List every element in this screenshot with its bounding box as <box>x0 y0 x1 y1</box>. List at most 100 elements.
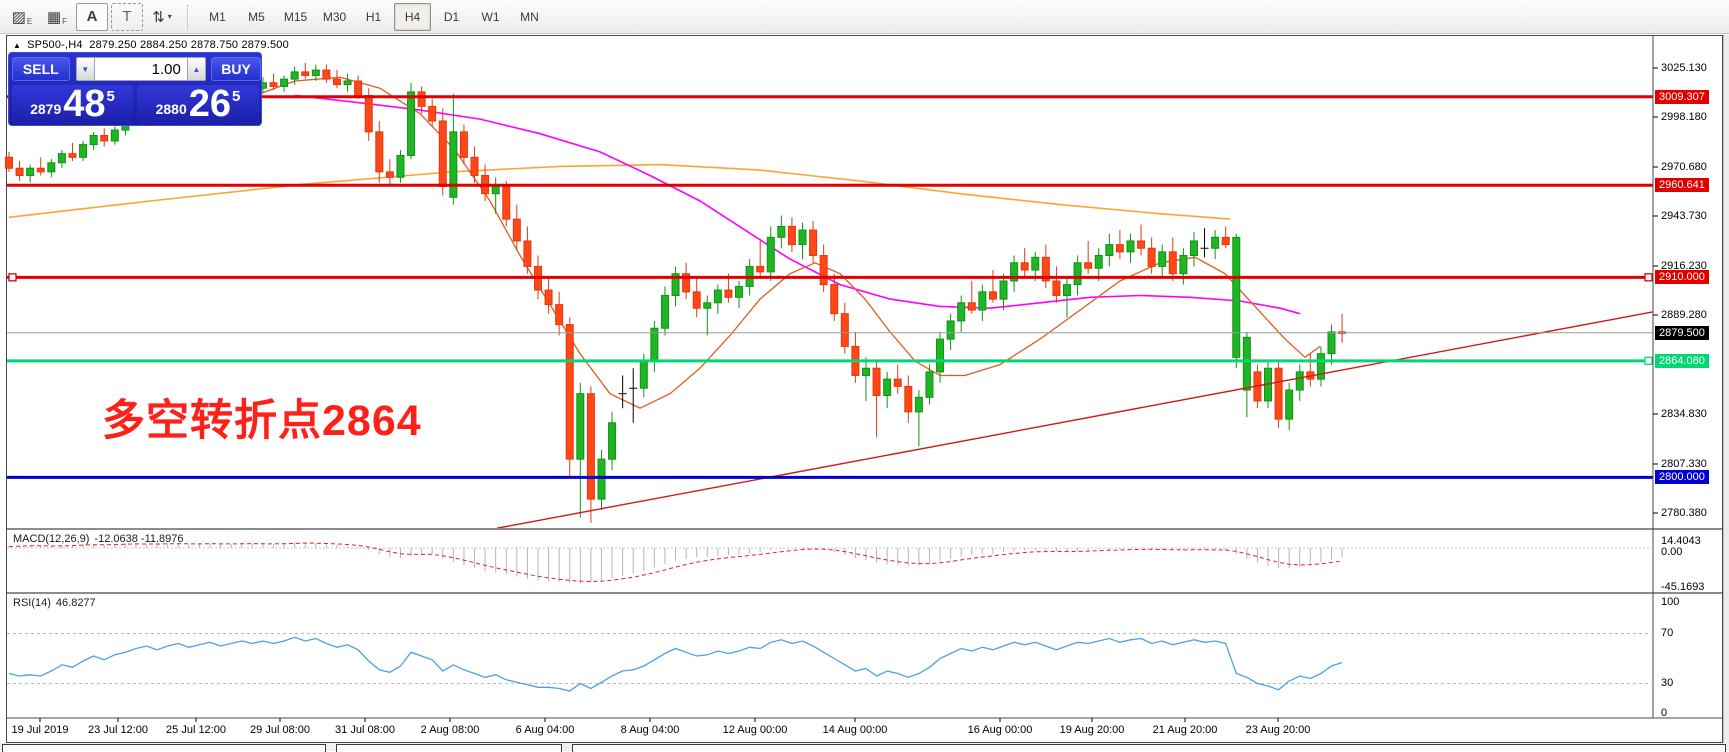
timeframe-button-mn[interactable]: MN <box>520 9 539 24</box>
candle-body <box>586 393 595 500</box>
timeframe-button-m1[interactable]: M1 <box>209 9 226 24</box>
candle-body <box>660 295 669 329</box>
candle-body <box>354 80 363 97</box>
line-handle[interactable] <box>1644 356 1653 365</box>
data-window-icon[interactable]: ▦ F <box>46 8 68 26</box>
time-axis-label[interactable]: 14 Aug 00:00 <box>822 724 888 736</box>
candle-body <box>787 225 796 246</box>
symbol-ohlc-values: 2879.250 2884.250 2878.750 2879.500 <box>89 39 289 51</box>
candle-body <box>809 229 818 257</box>
sell-button[interactable]: SELL <box>12 57 70 81</box>
bottom-window-strip <box>0 743 1729 752</box>
expert-advisors-icon[interactable]: ▨ E <box>11 8 33 26</box>
timeframe-button-m5[interactable]: M5 <box>248 9 265 24</box>
sell-price-sup: 5 <box>106 88 115 105</box>
time-axis-label[interactable]: 12 Aug 00:00 <box>722 724 788 736</box>
price-axis-tick: 2807.330 <box>1661 458 1707 470</box>
sell-price-small: 2879 <box>30 101 62 117</box>
candle-body <box>1179 255 1188 275</box>
line-studies-icon[interactable]: ⇅ ▾ <box>152 8 172 26</box>
candle-body <box>1031 256 1040 271</box>
candle-body <box>1211 236 1220 249</box>
rsi-axis-label: 0 <box>1661 707 1668 719</box>
timeframe-button-h1[interactable]: H1 <box>365 9 382 24</box>
candle-body <box>840 313 849 347</box>
timeframe-button-m15[interactable]: M15 <box>283 9 308 24</box>
price-axis-tick: 2889.280 <box>1661 309 1707 321</box>
candle-body <box>68 153 77 158</box>
line-handle[interactable] <box>1644 273 1653 282</box>
candle-body <box>57 153 66 164</box>
candle-body <box>364 95 373 133</box>
buy-quote[interactable]: 2880 26 5 <box>137 85 259 123</box>
background-window-edge <box>336 744 562 752</box>
candle-body <box>1094 255 1103 269</box>
time-axis-label[interactable]: 25 Jul 12:00 <box>166 724 226 736</box>
volume-increase-button[interactable]: ▲ <box>186 57 207 81</box>
volume-decrease-button[interactable]: ▼ <box>75 57 95 81</box>
buy-button[interactable]: BUY <box>211 57 261 81</box>
ascending-trendline[interactable] <box>496 311 1654 529</box>
sell-quote[interactable]: 2879 48 5 <box>12 85 133 123</box>
candle-body <box>1274 367 1283 420</box>
font-icon[interactable]: A <box>76 2 108 31</box>
price-axis-tick: 2970.680 <box>1661 161 1707 173</box>
chart-window <box>6 35 1723 743</box>
rsi-line <box>8 636 1343 692</box>
time-axis-label[interactable]: 21 Aug 20:00 <box>1152 724 1218 736</box>
vertical-scrollbar[interactable] <box>1723 35 1729 743</box>
price-axis-tick: 2834.830 <box>1661 408 1707 420</box>
time-axis-label[interactable]: 19 Aug 20:00 <box>1059 724 1125 736</box>
time-axis-label[interactable]: 31 Jul 08:00 <box>335 724 395 736</box>
candle-body <box>301 71 310 77</box>
line-handle[interactable] <box>8 273 17 282</box>
candle-body <box>777 225 786 238</box>
candle-body <box>936 338 945 373</box>
time-axis-label[interactable]: 6 Aug 04:00 <box>515 724 575 736</box>
candle-body <box>766 236 775 273</box>
chart-annotation-text: 多空转折点2864 <box>102 397 422 445</box>
text-label-icon[interactable]: T <box>111 2 143 31</box>
time-axis-label[interactable]: 23 Jul 12:00 <box>88 724 148 736</box>
candle-body <box>1189 240 1198 257</box>
candle-body <box>1020 262 1029 271</box>
candle-body <box>1041 256 1050 282</box>
candle-body <box>713 289 722 304</box>
buy-price-big: 26 <box>188 83 232 125</box>
candle-body <box>332 78 341 86</box>
timeframe-button-m30[interactable]: M30 <box>322 9 347 24</box>
price-axis-badge: 2879.500 <box>1655 325 1709 340</box>
candle-body <box>872 367 881 397</box>
candle-body <box>449 131 458 198</box>
candle-body <box>290 71 299 80</box>
rsi-label: RSI(14) 46.8277 <box>13 597 96 609</box>
time-axis-label[interactable]: 23 Aug 20:00 <box>1245 724 1311 736</box>
time-axis-label[interactable]: 29 Jul 08:00 <box>250 724 310 736</box>
price-axis-tick: 2916.230 <box>1661 260 1707 272</box>
candle-body <box>883 378 892 397</box>
timeframe-button-h4[interactable]: H4 <box>394 2 431 31</box>
time-axis-label[interactable]: 19 Jul 2019 <box>11 724 69 736</box>
candle-body <box>1063 284 1071 297</box>
candle-body <box>89 135 98 146</box>
time-axis-label[interactable]: 2 Aug 08:00 <box>420 724 480 736</box>
candle-body <box>957 302 966 322</box>
timeframe-button-w1[interactable]: W1 <box>481 9 500 24</box>
candle-body <box>1232 236 1241 358</box>
macd-label: MACD(12,26,9) -12.0638 -11.8976 <box>13 533 184 545</box>
macd-axis-label: -45.1693 <box>1661 581 1705 593</box>
macd-axis-label: 14.4043 <box>1661 535 1701 547</box>
price-axis-badge: 2864.080 <box>1655 353 1709 368</box>
time-axis-label[interactable]: 8 Aug 04:00 <box>620 724 680 736</box>
candle-body <box>269 82 278 87</box>
rsi-name: RSI(14) <box>13 597 51 609</box>
volume-input[interactable] <box>94 57 187 81</box>
collapse-arrow-icon[interactable]: ▲ <box>13 41 22 50</box>
timeframe-button-d1[interactable]: D1 <box>443 9 460 24</box>
time-axis-label[interactable]: 16 Aug 00:00 <box>967 724 1033 736</box>
candle-body <box>396 155 405 178</box>
candle-body <box>861 367 870 377</box>
candle-body <box>1084 262 1093 269</box>
one-click-trading-panel: SELL ▼ ▲ BUY 2879 48 5 2880 26 5 <box>8 52 262 126</box>
